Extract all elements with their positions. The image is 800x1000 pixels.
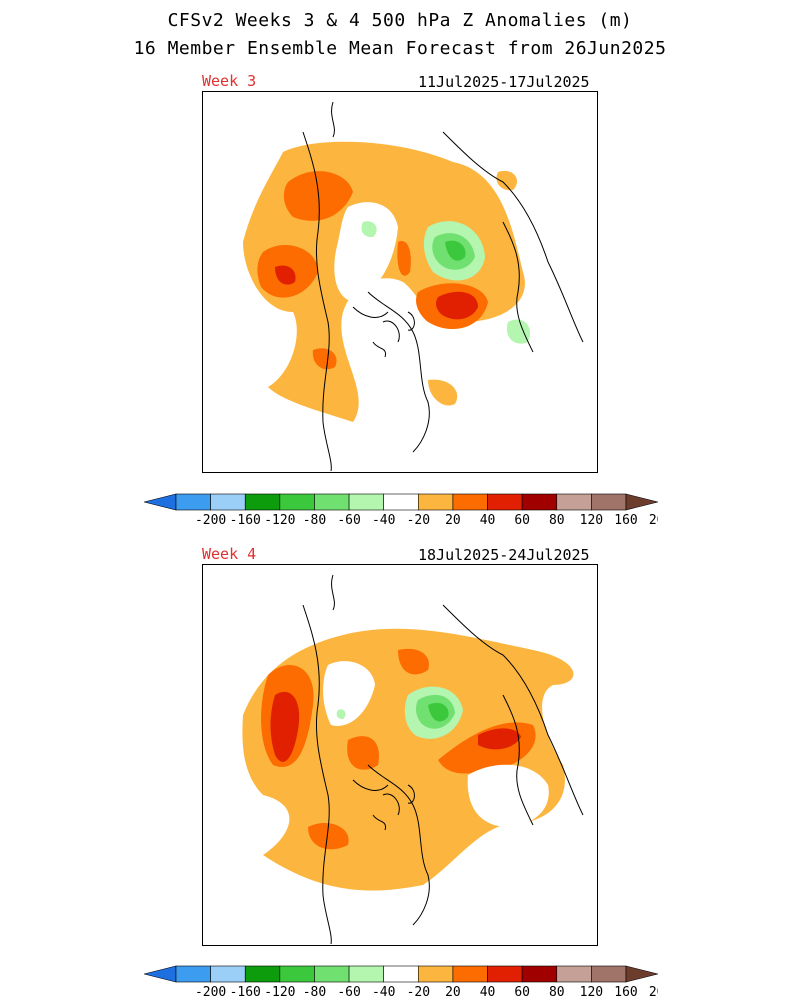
week4-dates: 18Jul2025-24Jul2025 — [418, 546, 590, 564]
w3-anom-pos20 — [428, 379, 458, 406]
colorbar-tick-label: 200 — [649, 513, 658, 528]
colorbar-swatch — [210, 493, 246, 511]
week3-dates: 11Jul2025-17Jul2025 — [418, 73, 590, 91]
colorbar-swatch — [625, 965, 658, 983]
colorbar-tick-label: -120 — [264, 513, 295, 528]
w4-anom-pos40 — [347, 736, 379, 770]
colorbar-swatch — [244, 965, 281, 983]
colorbar-week4-svg: -200 -160-120 -80 -60 -40 -20 20 40 60 80 120 160 20… — [144, 965, 658, 1000]
w4-anom-neg60 — [428, 702, 449, 722]
colorbar-swatch — [625, 493, 658, 511]
colorbar-swatch — [279, 493, 315, 511]
w3-anom-neg20 — [506, 319, 531, 344]
colorbar-tick-label: 160 — [614, 513, 637, 528]
colorbar-swatch — [556, 493, 592, 511]
colorbar-tick-label: -60 — [337, 513, 360, 528]
colorbar-tick-label: 120 — [580, 985, 603, 1000]
colorbar-swatch — [521, 493, 558, 511]
colorbar-swatch — [591, 493, 627, 511]
colorbar-tick-label: -60 — [337, 985, 360, 1000]
colorbar-tick-label: -160 — [230, 985, 261, 1000]
w3-anom-pos20 — [496, 170, 518, 191]
w3-anom-neg60 — [445, 240, 466, 261]
colorbar-swatch — [279, 965, 315, 983]
w4-anom-pos40 — [308, 823, 349, 850]
colorbar-swatch — [210, 965, 246, 983]
colorbar-swatch — [314, 965, 350, 983]
w4-anom-pos40 — [398, 648, 429, 675]
colorbar-swatch — [452, 965, 488, 983]
colorbar-swatch — [348, 965, 384, 983]
colorbar-swatch — [487, 493, 523, 511]
colorbar-swatch — [452, 493, 488, 511]
colorbar-tick-label: 20 — [445, 985, 461, 1000]
colorbar-tick-label: -80 — [303, 513, 326, 528]
colorbar-swatch — [175, 493, 211, 511]
w4-anom-neg20 — [336, 709, 346, 719]
chart-title: CFSv2 Weeks 3 & 4 500 hPa Z Anomalies (m… — [167, 10, 633, 31]
w3-coastlines — [302, 101, 584, 471]
w3-anom-zero — [334, 202, 398, 302]
w3-anom-pos60 — [436, 291, 478, 320]
colorbar-tick-label: -20 — [407, 513, 430, 528]
colorbar-tick-label: -160 — [230, 513, 261, 528]
colorbar-tick-label: 40 — [480, 985, 496, 1000]
colorbar-week3: -200 -160-120 -80 -60 -40 -20 20 40 60 80 120 160 20… — [144, 492, 658, 528]
week4-label: Week 4 — [202, 545, 257, 563]
w4-anom-zero — [467, 764, 549, 827]
colorbar-week4: -200 -160-120 -80 -60 -40 -20 20 40 60 80 120 160 20… — [144, 964, 658, 1000]
colorbar-swatch — [144, 965, 177, 983]
colorbar-tick-label: 120 — [580, 513, 603, 528]
colorbar-tick-label: -200 — [195, 513, 226, 528]
colorbar-swatch — [487, 965, 523, 983]
colorbar-swatch — [418, 965, 454, 983]
w4-anom-zero — [323, 661, 375, 726]
colorbar-tick-label: -20 — [407, 985, 430, 1000]
w4-anom-pos60 — [478, 728, 521, 750]
week3-map — [202, 91, 598, 473]
colorbar-swatch — [144, 493, 177, 511]
colorbar-swatch — [175, 965, 211, 983]
week3-map-svg — [243, 101, 584, 471]
colorbar-swatch — [418, 493, 454, 511]
colorbar-swatch — [521, 965, 558, 983]
colorbar-swatch — [348, 493, 384, 511]
week4-map — [202, 564, 598, 946]
colorbar-tick-label: -80 — [303, 985, 326, 1000]
chart-subtitle: 16 Member Ensemble Mean Forecast from 26… — [133, 38, 667, 59]
colorbar-tick-label: -200 — [195, 985, 226, 1000]
week3-label: Week 3 — [202, 72, 257, 90]
colorbar-tick-label: 60 — [514, 513, 530, 528]
colorbar-tick-label: 20 — [445, 513, 461, 528]
colorbar-tick-label: 80 — [549, 985, 565, 1000]
colorbar-tick-label: -40 — [372, 985, 395, 1000]
week4-map-svg — [242, 574, 584, 944]
colorbar-tick-label: -120 — [264, 985, 295, 1000]
colorbar-tick-label: 80 — [549, 513, 565, 528]
w4-anom-pos60 — [270, 691, 300, 762]
w3-anom-pos60 — [275, 265, 296, 285]
w4-coastlines — [302, 574, 584, 944]
w3-anom-neg20 — [361, 221, 377, 238]
colorbar-tick-label: 160 — [614, 985, 637, 1000]
colorbar-tick-label: -40 — [372, 513, 395, 528]
colorbar-swatch — [244, 493, 281, 511]
colorbar-swatch — [383, 493, 419, 511]
w3-anom-pos40 — [312, 348, 337, 370]
colorbar-swatch — [556, 965, 592, 983]
colorbar-tick-label: 60 — [514, 985, 530, 1000]
colorbar-tick-label: 200 — [649, 985, 658, 1000]
colorbar-swatch — [591, 965, 627, 983]
colorbar-swatch — [383, 965, 419, 983]
colorbar-swatch — [314, 493, 350, 511]
w3-anom-pos40 — [397, 241, 411, 276]
colorbar-week3-svg: -200 -160-120 -80 -60 -40 -20 20 40 60 80 120 160 20… — [144, 493, 658, 528]
colorbar-tick-label: 40 — [480, 513, 496, 528]
